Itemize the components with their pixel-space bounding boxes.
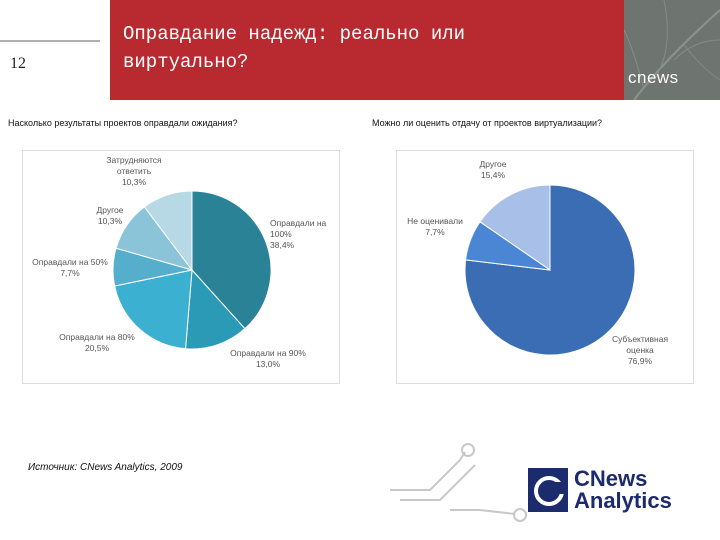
slide-header: 12 Оправдание надежд: реально или виртуа… bbox=[0, 0, 720, 100]
slide-title-line1: Оправдание надежд: реально или bbox=[123, 23, 466, 45]
brand-line1: CNews bbox=[574, 466, 648, 491]
leaf-texture-image bbox=[624, 0, 720, 100]
circuit-decoration bbox=[390, 443, 527, 522]
chart1-slice-5 bbox=[143, 190, 193, 272]
chart1-slice-0 bbox=[191, 190, 272, 330]
header-left-panel: 12 bbox=[0, 0, 110, 100]
brand-line2: Analytics bbox=[574, 488, 672, 513]
chart2-pie: Субъективная оценка 76,9% Не оценивали 7,7% Д… bbox=[407, 159, 669, 366]
chart1-label-4: Другое 10,3% bbox=[96, 205, 123, 226]
cnews-logo: cnews bbox=[628, 68, 679, 87]
cnews-analytics-logo: CNews Analytics bbox=[528, 468, 693, 513]
chart2-label-0: Субъективная оценка 76,9% bbox=[612, 334, 669, 366]
chart1-label-1: Оправдали на 90% 13,0% bbox=[230, 348, 306, 369]
slide-title-line2: виртуально? bbox=[123, 51, 249, 73]
chart1-label-5: Затрудняются ответить 10,3% bbox=[106, 155, 162, 187]
chart2-label-2: Другое 15,4% bbox=[479, 159, 506, 180]
title-banner bbox=[110, 0, 624, 100]
chart1-slice-2 bbox=[114, 269, 193, 350]
chart1-slice-1 bbox=[185, 268, 246, 350]
header-rule bbox=[0, 40, 100, 42]
slide-title: Оправдание надежд: реально или виртуальн… bbox=[123, 20, 603, 76]
slide-number: 12 bbox=[10, 55, 26, 72]
chart1-label-2: Оправдали на 80% 20,5% bbox=[59, 332, 135, 353]
chart1-label-0: Оправдали на 100% 38,4% bbox=[270, 218, 327, 250]
chart2-title: Можно ли оценить отдачу от проектов вирт… bbox=[372, 118, 603, 128]
chart1-title: Насколько результаты проектов оправдали … bbox=[8, 118, 238, 128]
chart2-slice-2 bbox=[479, 184, 551, 271]
chart1-label-3: Оправдали на 50% 7,7% bbox=[32, 257, 108, 278]
chart2-label-1: Не оценивали 7,7% bbox=[407, 216, 463, 237]
chart1-pie: Оправдали на 100% 38,4% Оправдали на 90% 13,… bbox=[32, 155, 327, 369]
leaf-vein-pattern bbox=[624, 0, 720, 100]
source-note: Источник: CNews Analytics, 2009 bbox=[28, 462, 183, 473]
brand-mark-icon bbox=[528, 468, 568, 512]
